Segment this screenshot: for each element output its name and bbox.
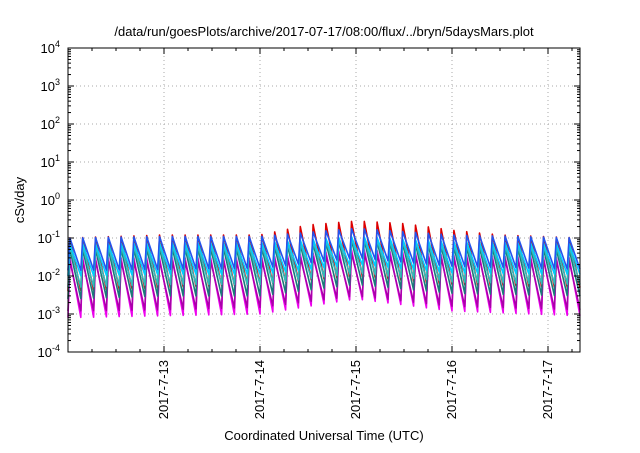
axis-ticks <box>67 47 580 353</box>
y-axis-label: cSv/day <box>12 176 27 223</box>
x-axis-tick-labels: 2017-7-13 2017-7-14 2017-7-15 2017-7-16 2017… <box>156 360 555 419</box>
y-tick-label: 100 <box>41 191 60 208</box>
y-tick-label: 101 <box>41 153 60 170</box>
y-tick-label: 104 <box>41 39 60 56</box>
y-tick-label: 10-3 <box>38 305 60 322</box>
chart-title: /data/run/goesPlots/archive/2017-07-17/0… <box>114 24 534 39</box>
x-tick-label: 2017-7-13 <box>156 360 171 419</box>
y-axis-tick-labels: 10-4 10-3 10-2 10-1 100 101 102 103 104 <box>38 39 60 360</box>
x-tick-label: 2017-7-14 <box>252 360 267 419</box>
y-tick-label: 10-2 <box>38 267 60 284</box>
y-tick-label: 102 <box>41 115 60 132</box>
x-tick-label: 2017-7-17 <box>540 360 555 419</box>
x-tick-label: 2017-7-15 <box>348 360 363 419</box>
y-tick-label: 10-1 <box>38 229 60 246</box>
y-tick-label: 10-4 <box>38 343 60 360</box>
y-tick-label: 103 <box>41 77 60 94</box>
series-line <box>67 227 581 272</box>
x-axis-label: Coordinated Universal Time (UTC) <box>224 428 423 443</box>
series-lines <box>67 220 581 319</box>
x-tick-label: 2017-7-16 <box>444 360 459 419</box>
